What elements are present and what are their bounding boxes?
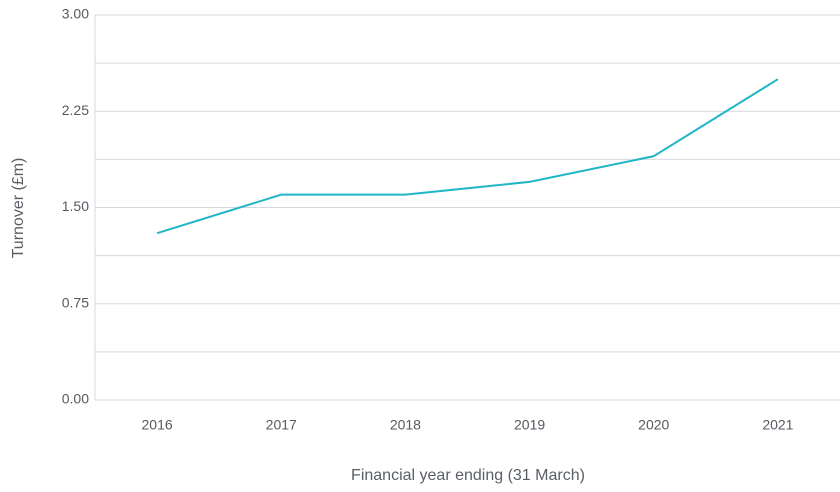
y-axis-title: Turnover (£m): [10, 158, 27, 259]
x-tick-label: 2020: [638, 417, 669, 433]
y-tick-label: 2.25: [62, 102, 89, 118]
x-tick-label: 2017: [266, 417, 297, 433]
x-tick-label: 2021: [762, 417, 793, 433]
x-tick-label: 2018: [390, 417, 421, 433]
x-tick-label: 2016: [142, 417, 173, 433]
data-line: [156, 78, 779, 235]
y-tick-label: 0.75: [62, 294, 89, 310]
y-tick-label: 3.00: [62, 6, 89, 22]
x-tick-label: 2019: [514, 417, 545, 433]
x-axis-title: Financial year ending (31 March): [351, 467, 585, 484]
y-tick-label: 1.50: [62, 198, 89, 214]
y-tick-label: 0.00: [62, 391, 89, 407]
